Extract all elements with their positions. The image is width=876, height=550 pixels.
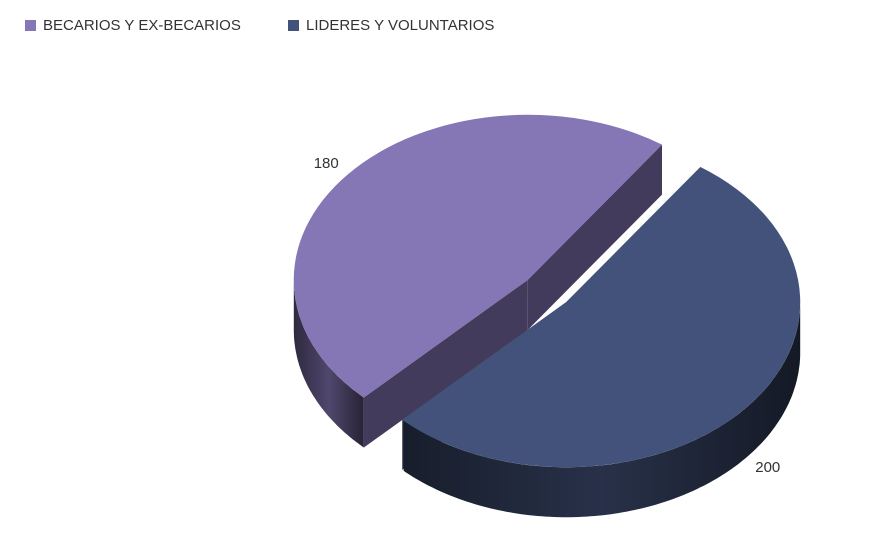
slice-wall bbox=[403, 302, 801, 518]
legend-label: LIDERES Y VOLUNTARIOS bbox=[306, 17, 494, 34]
legend-swatch bbox=[25, 20, 36, 31]
slice-top bbox=[402, 167, 801, 468]
value-label: 200 bbox=[755, 459, 780, 476]
slice-top bbox=[293, 114, 662, 398]
slice-wall bbox=[293, 281, 364, 448]
slice bbox=[402, 167, 801, 518]
slice-side bbox=[363, 279, 528, 448]
slice bbox=[293, 114, 662, 448]
slice-side bbox=[527, 144, 662, 330]
value-label: 180 bbox=[314, 155, 339, 172]
legend-swatch bbox=[288, 20, 299, 31]
legend-label: BECARIOS Y EX-BECARIOS bbox=[43, 17, 241, 34]
